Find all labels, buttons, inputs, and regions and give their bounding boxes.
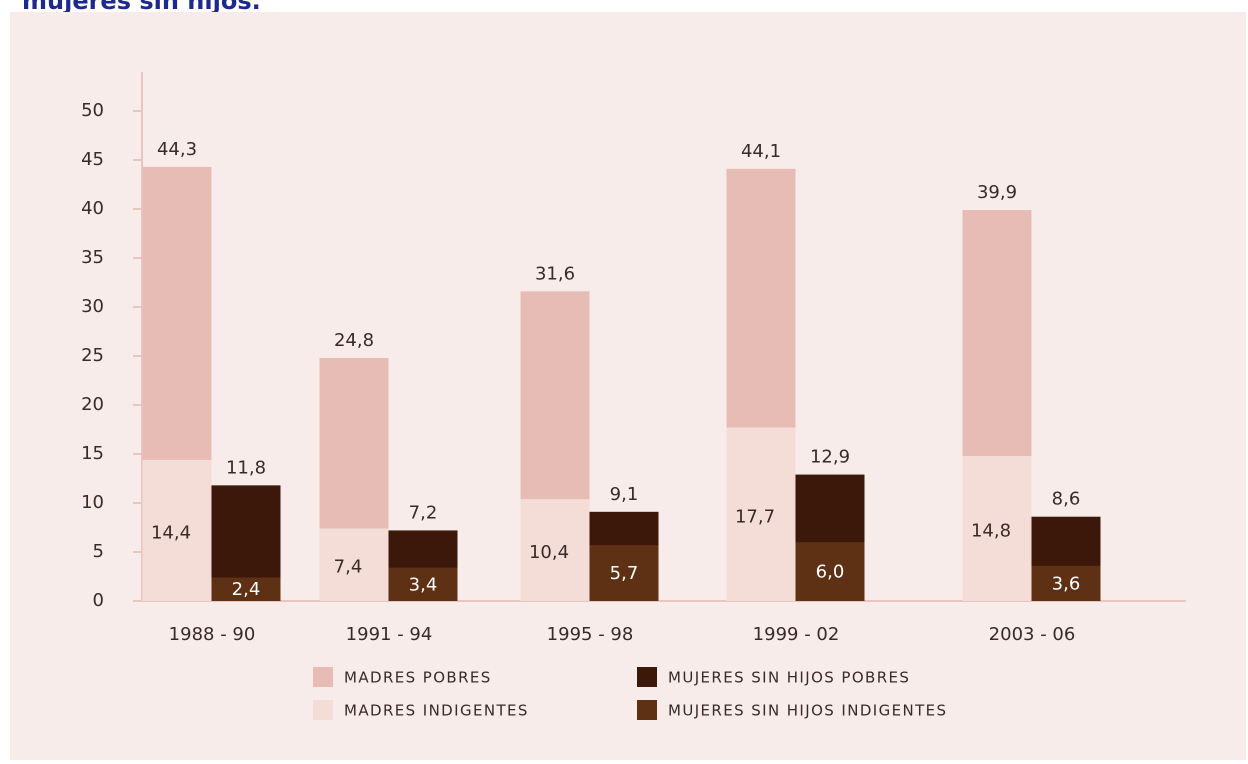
bar-madres-indigentes (726, 427, 796, 601)
y-axis: 0 5 10 15 20 25 30 35 40 45 50 (81, 72, 143, 611)
bar-inner-label: 17,7 (735, 506, 775, 527)
bar-mujeres-sin-hijos-indigentes (211, 577, 281, 601)
legend-swatch (637, 700, 657, 720)
bar-mujeres-sin-hijos-indigentes (589, 545, 659, 601)
y-tick-label: 0 (93, 590, 104, 611)
bar-total-label: 8,6 (1052, 489, 1081, 510)
bar-mujeres-sin-hijos-indigentes (388, 567, 458, 601)
chart-background (10, 12, 1246, 760)
bar-madres-indigentes (962, 455, 1032, 601)
bar-total-label: 44,1 (741, 141, 781, 162)
y-tick-label: 15 (81, 443, 104, 464)
bar-inner-label: 10,4 (529, 542, 569, 563)
y-tick-label: 20 (81, 394, 104, 415)
bars (142, 166, 1101, 602)
bar-labels: 44,3 14,4 24,8 7,4 31,6 10,4 44,1 17,7 39,9 14,8 1… (151, 139, 1080, 600)
x-tick-label: 1991 - 94 (346, 624, 433, 645)
bar-total-label: 9,1 (610, 484, 639, 505)
legend-label: MADRES INDIGENTES (344, 702, 529, 720)
bar-inner-label: 2,4 (232, 579, 261, 600)
bar-inner-label: 3,6 (1052, 573, 1081, 594)
bar-total-label: 44,3 (157, 139, 197, 160)
x-tick-label: 1988 - 90 (169, 624, 256, 645)
page-heading: mujeres sin hijos. (22, 0, 261, 15)
bar-mujeres-sin-hijos-indigentes (795, 542, 865, 601)
bar-total-label: 24,8 (334, 330, 374, 351)
bar-madres-indigentes (142, 459, 212, 601)
legend-label: MADRES POBRES (344, 669, 492, 687)
legend-swatch (313, 667, 333, 687)
legend: MADRES POBRES MADRES INDIGENTES MUJERES SI… (313, 667, 947, 720)
y-tick-label: 50 (81, 100, 104, 121)
bar-madres-indigentes (520, 499, 590, 601)
y-tick-label: 45 (81, 149, 104, 170)
bar-mujeres-sin-hijos-indigentes (1031, 565, 1101, 601)
bar-total-label: 11,8 (226, 457, 266, 478)
bar-total-label: 7,2 (409, 502, 438, 523)
bar-madres-indigentes (319, 528, 389, 601)
bar-total-label: 12,9 (810, 447, 850, 468)
bar-inner-label: 14,4 (151, 522, 191, 543)
bar-inner-label: 3,4 (409, 574, 438, 595)
x-tick-label: 2003 - 06 (989, 624, 1076, 645)
y-tick-label: 35 (81, 247, 104, 268)
bar-inner-label: 5,7 (610, 563, 639, 584)
bar-inner-label: 14,8 (971, 520, 1011, 541)
bar-inner-label: 7,4 (334, 557, 363, 578)
legend-swatch (637, 667, 657, 687)
x-tick-label: 1995 - 98 (547, 624, 634, 645)
bar-total-label: 31,6 (535, 263, 575, 284)
y-tick-label: 30 (81, 296, 104, 317)
x-tick-label: 1999 - 02 (753, 624, 840, 645)
bar-total-label: 39,9 (977, 182, 1017, 203)
chart-panel: 0 5 10 15 20 25 30 35 40 45 50 1988 - 90 1991 - 94 1… (10, 12, 1246, 760)
y-tick-label: 10 (81, 492, 104, 513)
y-tick-label: 25 (81, 345, 104, 366)
stacked-bar-chart: 0 5 10 15 20 25 30 35 40 45 50 1988 - 90 1991 - 94 1… (10, 12, 1246, 760)
y-tick-label: 5 (93, 541, 104, 562)
legend-swatch (313, 700, 333, 720)
legend-label: MUJERES SIN HIJOS INDIGENTES (668, 702, 947, 720)
y-tick-label: 40 (81, 198, 104, 219)
bar-inner-label: 6,0 (816, 562, 845, 583)
legend-label: MUJERES SIN HIJOS POBRES (668, 669, 910, 687)
